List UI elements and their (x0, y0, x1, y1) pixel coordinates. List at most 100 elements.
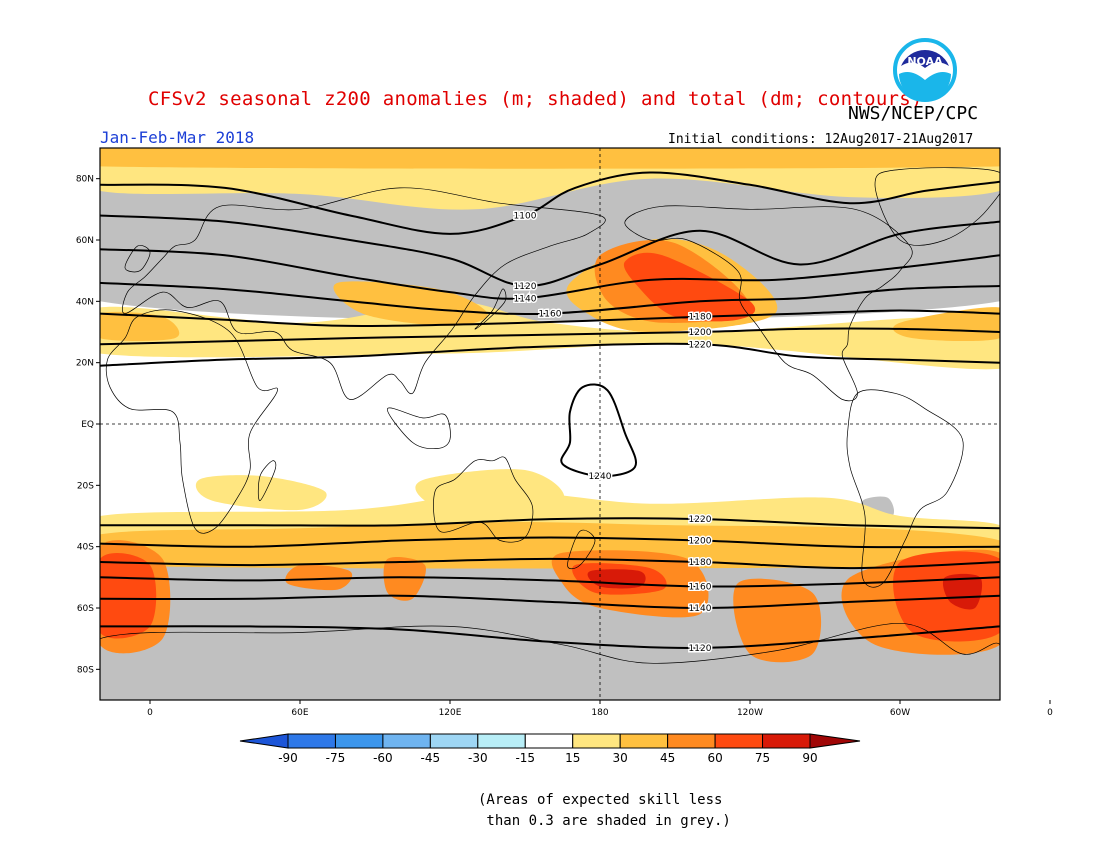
lat-label: 60S (77, 604, 94, 614)
lon-label: 0 (1047, 708, 1053, 718)
contour-label: 1120 (689, 644, 712, 654)
contour-label: 1200 (689, 328, 712, 338)
contour-line-1200 (100, 536, 1000, 549)
noaa-logo: NOAA (893, 38, 957, 102)
shade-30-45 (100, 522, 1000, 569)
colorbar-bin (524, 733, 574, 749)
lat-label: 20S (77, 481, 94, 491)
colorbar-label: 90 (802, 751, 817, 765)
colorbar-bin (382, 733, 431, 749)
colorbar: -90 -75 -60 -45 -30 -15 15 30 45 60 75 90 (239, 733, 861, 765)
contour-label: 1120 (514, 282, 537, 292)
contour-line-1140 (100, 594, 1000, 610)
contour-label: 1160 (539, 310, 562, 320)
shade-30-45 (893, 307, 1000, 342)
coastlines (100, 167, 1000, 700)
contour-label: 1220 (689, 340, 712, 350)
colorbar-label: -60 (373, 751, 393, 765)
colorbar-arrow-low (239, 733, 289, 749)
colorbar-bin (334, 733, 384, 749)
shade-45-60 (383, 556, 426, 601)
coastline (122, 187, 606, 400)
initial-conditions: Initial conditions: 12Aug2017-21Aug2017 (668, 132, 974, 147)
colorbar-label: 60 (707, 751, 722, 765)
colorbar-bin (287, 733, 336, 749)
lat-label: 80N (76, 175, 94, 185)
logo-text: NOAA (907, 55, 943, 68)
contour-line-1100 (100, 171, 1000, 235)
shade-30-45 (100, 311, 180, 341)
contour-line-1120 (100, 214, 1000, 288)
lat-label: 20N (76, 359, 94, 369)
colorbar-arrow-high (809, 733, 861, 749)
lon-label: 60E (291, 708, 308, 718)
shade-30-45 (100, 148, 1000, 169)
colorbar-label: 75 (755, 751, 770, 765)
contour-label: 1180 (689, 558, 712, 568)
contour-line-1200 (100, 327, 1000, 346)
forecast-period: Jan-Feb-Mar 2018 (100, 128, 255, 147)
contour-label: 1100 (514, 211, 537, 221)
coastline (846, 389, 964, 588)
skill-footnote: (Areas of expected skill less than 0.3 a… (478, 792, 731, 829)
colorbar-bin (429, 733, 479, 749)
reference-lines (100, 148, 1000, 700)
colorbar-label: -45 (421, 751, 441, 765)
contour-line-1160 (100, 576, 1000, 588)
colorbar-label: -75 (326, 751, 346, 765)
lon-label: 0 (147, 708, 153, 718)
contour-label: 1200 (689, 537, 712, 547)
agency-label: NWS/NCEP/CPC (848, 103, 979, 124)
coastline (257, 460, 277, 502)
lat-label: EQ (81, 420, 94, 430)
coastline (624, 205, 913, 402)
lat-label: 60N (76, 236, 94, 246)
colorbar-bin (714, 733, 764, 749)
contour-label: 1180 (689, 313, 712, 323)
contour-line-1160 (100, 281, 1000, 316)
contour-line-1220 (100, 517, 1000, 530)
colorbar-bin (619, 733, 669, 749)
shade-45-60 (285, 564, 353, 591)
contour-line-1180 (100, 309, 1000, 327)
colorbar-label: -90 (278, 751, 298, 765)
coastline (387, 407, 451, 450)
coastline (874, 167, 1000, 246)
anomaly-shading (100, 148, 1000, 700)
lon-label: 180 (591, 708, 608, 718)
contour-line-1220 (100, 342, 1000, 367)
lon-label: 120W (737, 708, 763, 718)
lat-label: 40S (77, 543, 94, 553)
coastline (567, 529, 596, 570)
map-axes: 80N 60N 40N 20N EQ 20S 40S 60S 80S 0 60E 120E 180 120… (76, 175, 1053, 718)
shade-60-75 (100, 552, 157, 639)
colorbar-bin (762, 733, 811, 749)
contour-label: 1140 (514, 294, 537, 304)
coastline (105, 309, 278, 534)
contour-label: 1140 (689, 604, 712, 614)
contour-line-1120 (100, 625, 1000, 649)
colorbar-label: 15 (565, 751, 580, 765)
height-contours (100, 171, 1000, 649)
lon-label: 120E (439, 708, 462, 718)
map-title: CFSv2 seasonal z200 anomalies (m; shaded… (148, 88, 923, 110)
contour-label: 1220 (689, 515, 712, 525)
colorbar-bin (477, 733, 526, 749)
shade-45-60 (733, 578, 822, 663)
contour-label: 1240 (589, 472, 612, 482)
colorbar-label: 30 (613, 751, 628, 765)
colorbar-label: 45 (660, 751, 675, 765)
lat-label: 80S (77, 665, 94, 675)
lat-label: 40N (76, 297, 94, 307)
contour-line-1140 (100, 248, 1000, 300)
shade-75-90 (942, 573, 983, 610)
contour-line-1180 (100, 557, 1000, 570)
shade-15-30 (195, 475, 327, 511)
colorbar-label: -30 (468, 751, 488, 765)
contour-line-1240 (560, 383, 637, 478)
lon-label: 60W (890, 708, 910, 718)
contour-label: 1160 (689, 583, 712, 593)
colorbar-label: -15 (515, 751, 535, 765)
